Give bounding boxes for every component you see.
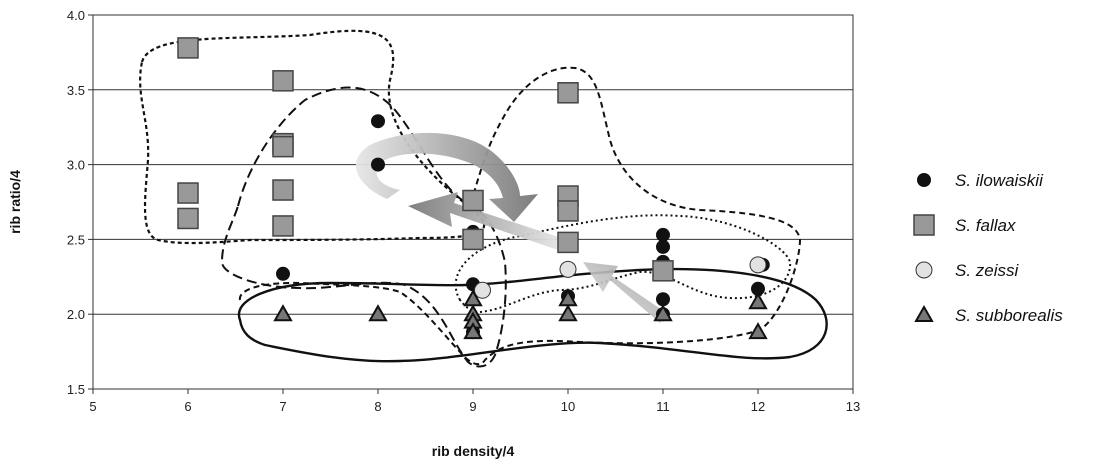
point-zeissi [749,256,767,274]
x-tick-labels: 5 6 7 8 9 10 11 12 13 [89,389,860,414]
point-fallax [557,231,579,254]
point-ilowaiskii [371,114,385,129]
arrow-left [408,192,562,250]
envelope-fallax-dotted [139,29,486,245]
point-fallax [177,207,199,230]
point-subborealis [748,292,768,310]
point-fallax [557,200,579,222]
point-fallax [462,228,484,251]
trend-arrows [355,132,668,323]
x-tick-label: 5 [89,399,96,414]
envelope-subborealis-solid [237,267,828,363]
legend-label-subborealis: S. subborealis [955,306,1063,325]
legend-label-fallax: S. fallax [955,216,1016,235]
legend-label-zeissi: S. zeissi [955,261,1020,280]
point-zeissi [559,260,577,278]
envelope-ilowaiskii-dashed [220,86,507,368]
x-tick-label: 9 [469,399,476,414]
point-fallax [652,260,674,282]
x-tick-label: 8 [374,399,381,414]
data-points [177,37,770,340]
point-ilowaiskii [656,239,670,254]
point-subborealis [558,304,578,322]
x-tick-label: 13 [846,399,860,414]
legend-marker-subborealis [914,304,934,322]
point-ilowaiskii [656,292,670,307]
legend: S. ilowaiskii S. fallax S. zeissi S. subbor… [913,171,1063,325]
arrow-up [583,262,668,323]
point-ilowaiskii [371,157,385,172]
point-subborealis [748,322,768,340]
point-fallax [272,215,294,237]
point-ilowaiskii [656,227,670,242]
point-zeissi [474,281,491,299]
point-fallax [462,189,484,212]
point-subborealis [653,304,673,322]
y-tick-label: 1.5 [67,382,85,397]
point-fallax [557,82,579,104]
legend-marker-ilowaiskii [917,173,931,187]
legend-label-ilowaiskii: S. ilowaiskii [955,171,1044,190]
x-tick-label: 10 [561,399,575,414]
y-tick-label: 2.0 [67,307,85,322]
x-axis-title: rib density/4 [432,443,515,459]
point-fallax [272,135,294,158]
y-tick-label: 2.5 [67,232,85,247]
x-tick-label: 7 [279,399,286,414]
point-subborealis [368,304,388,322]
point-subborealis [273,304,293,322]
x-tick-label: 12 [751,399,765,414]
y-tick-label: 3.5 [67,83,85,98]
point-ilowaiskii [751,281,765,296]
y-tick-label: 3.0 [67,158,85,173]
point-subborealis [463,322,483,340]
point-fallax [177,182,199,204]
point-fallax [272,179,294,201]
point-fallax [272,70,294,92]
y-tick-label: 4.0 [67,8,85,23]
y-tick-labels: 1.5 2.0 2.5 3.0 3.5 4.0 [67,8,93,397]
envelope-east-dashed [238,66,802,366]
arrow-curved [355,132,538,222]
x-tick-label: 6 [184,399,191,414]
legend-marker-zeissi [915,261,933,279]
x-tick-label: 11 [656,399,670,414]
legend-marker-fallax [913,214,935,236]
y-axis-title: rib ratio/4 [7,170,23,234]
point-ilowaiskii [276,266,290,281]
point-fallax [177,37,199,59]
